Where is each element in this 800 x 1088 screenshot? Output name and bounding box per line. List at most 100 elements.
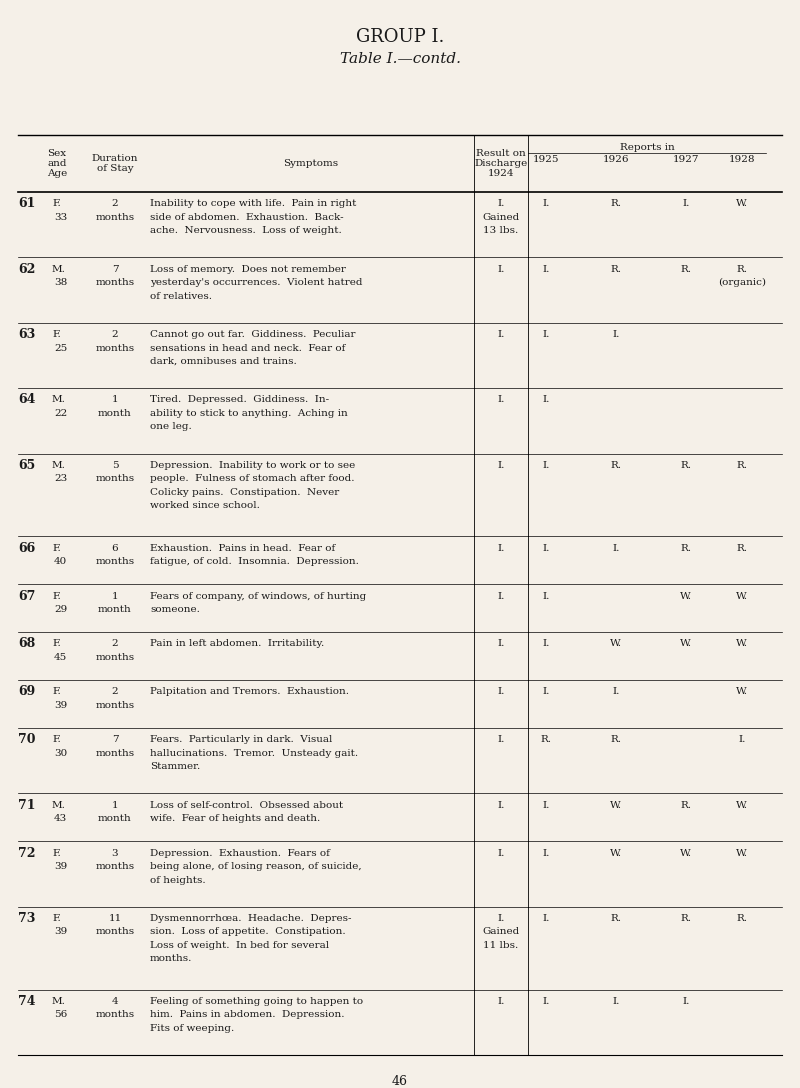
Text: 1: 1 <box>112 395 118 405</box>
Text: W.: W. <box>610 849 622 857</box>
Text: Cannot go out far.  Giddiness.  Peculiar: Cannot go out far. Giddiness. Peculiar <box>150 330 355 339</box>
Text: W.: W. <box>610 640 622 648</box>
Text: Feeling of something going to happen to: Feeling of something going to happen to <box>150 997 363 1006</box>
Text: Symptoms: Symptoms <box>283 159 338 168</box>
Text: 2: 2 <box>112 640 118 648</box>
Text: dark, omnibuses and trains.: dark, omnibuses and trains. <box>150 357 297 366</box>
Text: I.: I. <box>498 997 505 1006</box>
Text: 39: 39 <box>54 862 67 871</box>
Text: I.: I. <box>542 461 550 470</box>
Text: months: months <box>95 927 134 937</box>
Text: I.: I. <box>498 592 505 601</box>
Text: months: months <box>95 557 134 566</box>
Text: 65: 65 <box>18 459 35 472</box>
Text: R.: R. <box>681 264 691 274</box>
Text: I.: I. <box>682 997 690 1006</box>
Text: I.: I. <box>542 997 550 1006</box>
Text: 3: 3 <box>112 849 118 857</box>
Text: I.: I. <box>542 395 550 405</box>
Text: Dysmennorrhœa.  Headache.  Depres-: Dysmennorrhœa. Headache. Depres- <box>150 914 351 923</box>
Text: I.: I. <box>498 544 505 553</box>
Text: 61: 61 <box>18 197 35 210</box>
Text: I.: I. <box>498 849 505 857</box>
Text: month: month <box>98 814 132 824</box>
Text: 67: 67 <box>18 590 35 603</box>
Text: R.: R. <box>737 914 747 923</box>
Text: 13 lbs.: 13 lbs. <box>483 226 518 235</box>
Text: I.: I. <box>612 688 620 696</box>
Text: him.  Pains in abdomen.  Depression.: him. Pains in abdomen. Depression. <box>150 1011 345 1019</box>
Text: 46: 46 <box>392 1075 408 1088</box>
Text: 70: 70 <box>18 733 35 746</box>
Text: 2: 2 <box>112 330 118 339</box>
Text: Loss of memory.  Does not remember: Loss of memory. Does not remember <box>150 264 346 274</box>
Text: W.: W. <box>736 640 748 648</box>
Text: M.: M. <box>52 461 66 470</box>
Text: 33: 33 <box>54 213 67 222</box>
Text: months: months <box>95 862 134 871</box>
Text: R.: R. <box>737 461 747 470</box>
Text: 29: 29 <box>54 605 67 614</box>
Text: sensations in head and neck.  Fear of: sensations in head and neck. Fear of <box>150 344 346 353</box>
Text: 11: 11 <box>108 914 122 923</box>
Text: 25: 25 <box>54 344 67 353</box>
Text: I.: I. <box>542 640 550 648</box>
Text: I.: I. <box>498 735 505 744</box>
Text: Inability to cope with life.  Pain in right: Inability to cope with life. Pain in rig… <box>150 199 356 208</box>
Text: R.: R. <box>681 544 691 553</box>
Text: Depression.  Inability to work or to see: Depression. Inability to work or to see <box>150 461 355 470</box>
Text: W.: W. <box>736 801 748 809</box>
Text: F.: F. <box>52 592 61 601</box>
Text: I.: I. <box>612 997 620 1006</box>
Text: Loss of weight.  In bed for several: Loss of weight. In bed for several <box>150 941 329 950</box>
Text: 1: 1 <box>112 801 118 809</box>
Text: R.: R. <box>737 264 747 274</box>
Text: M.: M. <box>52 801 66 809</box>
Text: R.: R. <box>610 199 622 208</box>
Text: I.: I. <box>612 330 620 339</box>
Text: hallucinations.  Tremor.  Unsteady gait.: hallucinations. Tremor. Unsteady gait. <box>150 749 358 758</box>
Text: I.: I. <box>498 264 505 274</box>
Text: 30: 30 <box>54 749 67 758</box>
Text: ache.  Nervousness.  Loss of weight.: ache. Nervousness. Loss of weight. <box>150 226 342 235</box>
Text: I.: I. <box>498 914 505 923</box>
Text: I.: I. <box>498 801 505 809</box>
Text: I.: I. <box>542 592 550 601</box>
Text: 39: 39 <box>54 701 67 709</box>
Text: one leg.: one leg. <box>150 422 192 432</box>
Text: Loss of self-control.  Obsessed about: Loss of self-control. Obsessed about <box>150 801 343 809</box>
Text: 1926: 1926 <box>602 154 630 164</box>
Text: 74: 74 <box>18 994 35 1007</box>
Text: months: months <box>95 701 134 709</box>
Text: 40: 40 <box>54 557 67 566</box>
Text: months: months <box>95 344 134 353</box>
Text: F.: F. <box>52 330 61 339</box>
Text: F.: F. <box>52 640 61 648</box>
Text: months: months <box>95 1011 134 1019</box>
Text: I.: I. <box>682 199 690 208</box>
Text: 23: 23 <box>54 474 67 483</box>
Text: R.: R. <box>610 461 622 470</box>
Text: I.: I. <box>542 544 550 553</box>
Text: Sex
and
Age: Sex and Age <box>47 149 67 178</box>
Text: people.  Fulness of stomach after food.: people. Fulness of stomach after food. <box>150 474 354 483</box>
Text: 7: 7 <box>112 264 118 274</box>
Text: I.: I. <box>498 461 505 470</box>
Text: 38: 38 <box>54 279 67 287</box>
Text: R.: R. <box>681 801 691 809</box>
Text: Table I.—contd.: Table I.—contd. <box>339 52 461 66</box>
Text: Palpitation and Tremors.  Exhaustion.: Palpitation and Tremors. Exhaustion. <box>150 688 349 696</box>
Text: Gained: Gained <box>482 927 520 937</box>
Text: Tired.  Depressed.  Giddiness.  In-: Tired. Depressed. Giddiness. In- <box>150 395 329 405</box>
Text: months.: months. <box>150 954 192 964</box>
Text: Reports in: Reports in <box>620 143 674 152</box>
Text: wife.  Fear of heights and death.: wife. Fear of heights and death. <box>150 814 320 824</box>
Text: I.: I. <box>542 330 550 339</box>
Text: Duration
of Stay: Duration of Stay <box>92 153 138 173</box>
Text: W.: W. <box>736 592 748 601</box>
Text: (organic): (organic) <box>718 279 766 287</box>
Text: F.: F. <box>52 849 61 857</box>
Text: 1927: 1927 <box>673 154 699 164</box>
Text: Gained: Gained <box>482 213 520 222</box>
Text: Pain in left abdomen.  Irritability.: Pain in left abdomen. Irritability. <box>150 640 324 648</box>
